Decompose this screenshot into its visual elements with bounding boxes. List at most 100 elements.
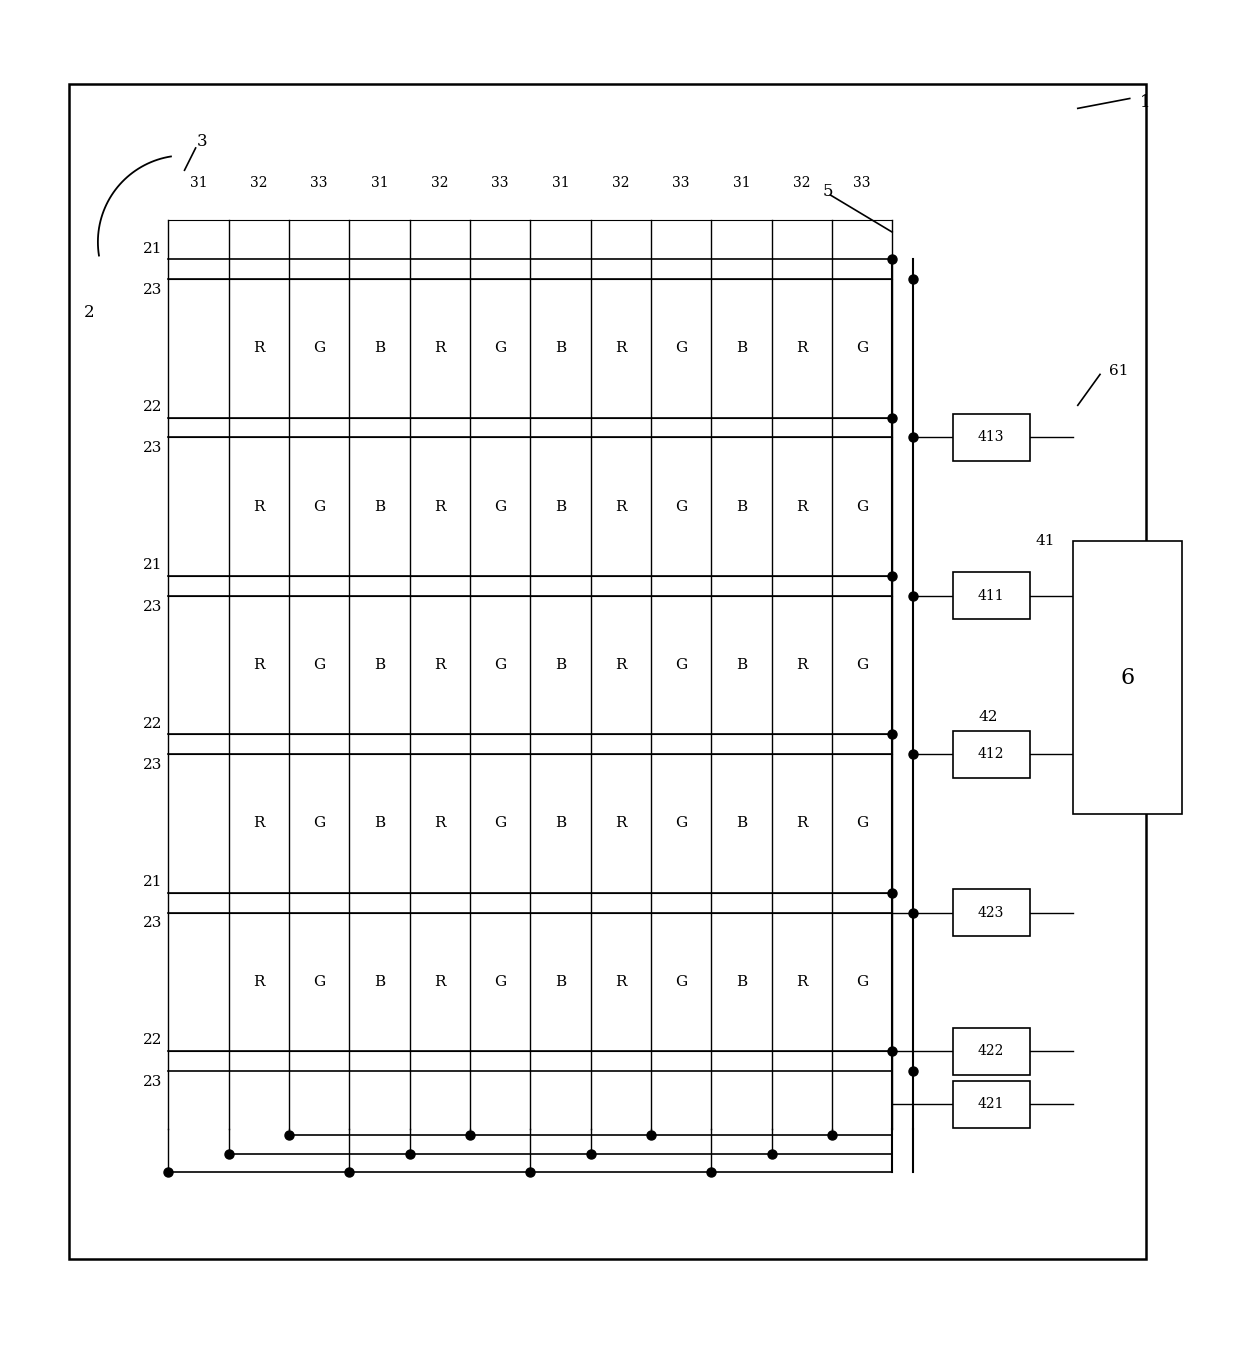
- Text: 422: 422: [978, 1045, 1004, 1058]
- Text: 32: 32: [432, 176, 449, 190]
- Text: 421: 421: [978, 1098, 1004, 1111]
- Bar: [1073, 542, 1182, 813]
- Text: 32: 32: [250, 176, 268, 190]
- Text: 23: 23: [143, 757, 162, 772]
- Text: 33: 33: [491, 176, 508, 190]
- Text: 22: 22: [143, 1034, 162, 1047]
- Text: 33: 33: [672, 176, 689, 190]
- Text: B: B: [374, 659, 386, 672]
- Text: B: B: [554, 341, 565, 355]
- Text: 22: 22: [143, 400, 162, 415]
- Text: 23: 23: [143, 599, 162, 614]
- Text: 33: 33: [853, 176, 870, 190]
- Text: G: G: [856, 974, 868, 989]
- Text: G: G: [675, 659, 687, 672]
- Text: R: R: [615, 500, 626, 514]
- Text: G: G: [494, 500, 506, 514]
- Text: R: R: [615, 659, 626, 672]
- Text: 31: 31: [552, 176, 569, 190]
- Text: 23: 23: [143, 283, 162, 297]
- Text: G: G: [856, 817, 868, 831]
- Text: B: B: [735, 341, 746, 355]
- Text: G: G: [312, 817, 325, 831]
- Text: R: R: [615, 817, 626, 831]
- Text: R: R: [796, 341, 807, 355]
- Bar: [69, 84, 1146, 1259]
- Text: R: R: [434, 817, 445, 831]
- Text: G: G: [856, 500, 868, 514]
- Text: 21: 21: [143, 241, 162, 256]
- Text: R: R: [434, 341, 445, 355]
- Text: B: B: [374, 817, 386, 831]
- Text: R: R: [434, 974, 445, 989]
- Text: R: R: [253, 341, 264, 355]
- Text: G: G: [494, 341, 506, 355]
- Text: 23: 23: [143, 442, 162, 455]
- Text: G: G: [494, 974, 506, 989]
- Text: B: B: [374, 341, 386, 355]
- Text: B: B: [374, 974, 386, 989]
- Text: G: G: [675, 974, 687, 989]
- Text: 31: 31: [371, 176, 388, 190]
- Text: 31: 31: [733, 176, 750, 190]
- Text: R: R: [615, 341, 626, 355]
- Text: B: B: [554, 817, 565, 831]
- Text: 2: 2: [83, 304, 94, 321]
- Text: R: R: [796, 500, 807, 514]
- Text: 61: 61: [1109, 363, 1128, 378]
- Text: G: G: [675, 500, 687, 514]
- Bar: [952, 889, 1029, 936]
- Text: 41: 41: [1035, 534, 1055, 549]
- Text: 412: 412: [978, 747, 1004, 762]
- Text: G: G: [494, 659, 506, 672]
- Text: R: R: [253, 500, 264, 514]
- Text: R: R: [253, 974, 264, 989]
- Text: G: G: [312, 500, 325, 514]
- Bar: [952, 572, 1029, 619]
- Text: R: R: [796, 659, 807, 672]
- Text: G: G: [856, 659, 868, 672]
- Text: 31: 31: [190, 176, 207, 190]
- Text: B: B: [735, 817, 746, 831]
- Text: 21: 21: [143, 875, 162, 889]
- Text: 3: 3: [196, 133, 207, 150]
- Text: G: G: [675, 817, 687, 831]
- Text: 22: 22: [143, 717, 162, 730]
- Text: 33: 33: [310, 176, 327, 190]
- Text: G: G: [312, 974, 325, 989]
- Text: G: G: [312, 659, 325, 672]
- Text: B: B: [735, 659, 746, 672]
- Text: 23: 23: [143, 1075, 162, 1088]
- Bar: [952, 1027, 1029, 1075]
- Text: G: G: [675, 341, 687, 355]
- Text: R: R: [615, 974, 626, 989]
- Text: 411: 411: [978, 589, 1004, 603]
- Text: B: B: [735, 974, 746, 989]
- Text: G: G: [312, 341, 325, 355]
- Bar: [952, 730, 1029, 778]
- Text: 32: 32: [613, 176, 630, 190]
- Text: G: G: [856, 341, 868, 355]
- Text: R: R: [253, 659, 264, 672]
- Text: R: R: [796, 974, 807, 989]
- Text: 21: 21: [143, 558, 162, 572]
- Text: B: B: [554, 659, 565, 672]
- Text: 32: 32: [792, 176, 811, 190]
- Text: R: R: [253, 817, 264, 831]
- Text: B: B: [374, 500, 386, 514]
- Text: R: R: [796, 817, 807, 831]
- Text: 1: 1: [1140, 93, 1151, 111]
- Text: 5: 5: [822, 183, 833, 199]
- Text: 423: 423: [978, 905, 1004, 920]
- Text: R: R: [434, 659, 445, 672]
- Text: R: R: [434, 500, 445, 514]
- Text: B: B: [554, 974, 565, 989]
- Bar: [952, 415, 1029, 461]
- Text: 6: 6: [1120, 667, 1135, 688]
- Text: 23: 23: [143, 916, 162, 931]
- Text: 42: 42: [978, 710, 998, 724]
- Text: B: B: [554, 500, 565, 514]
- Text: 413: 413: [978, 431, 1004, 444]
- Text: B: B: [735, 500, 746, 514]
- Text: G: G: [494, 817, 506, 831]
